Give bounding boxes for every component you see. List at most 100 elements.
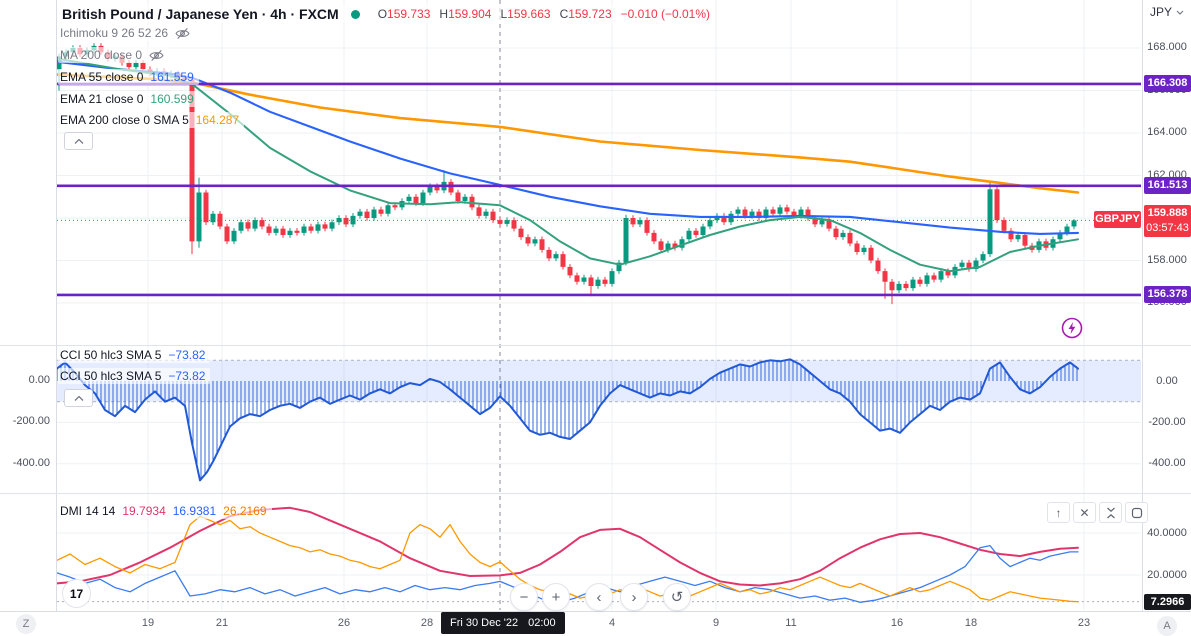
indicator-row-ema55[interactable]: EMA 55 close 0 161.559 [58, 69, 199, 85]
ohlc-low-label: L [500, 7, 508, 21]
scroll-left-button[interactable]: ‹ [585, 583, 613, 611]
time-tick: 19 [141, 617, 155, 629]
indicator-row-ma200[interactable]: MA 200 close 0 [58, 47, 170, 63]
indicator-name: MA 200 close 0 [60, 48, 143, 62]
crosshair-date: Fri 30 Dec '22 [450, 617, 519, 629]
ohlc-close-value: 159.723 [568, 7, 612, 21]
time-tick: 28 [420, 617, 434, 629]
indicator-value: −73.82 [168, 348, 206, 362]
indicator-value: 26.2169 [223, 504, 267, 518]
pane-move-up-button[interactable]: ↑ [1047, 502, 1070, 523]
quick-trade-button[interactable] [1060, 316, 1084, 340]
chevron-down-icon [1176, 10, 1184, 15]
price-tick: 164.000 [1147, 126, 1187, 138]
lightning-icon [1061, 317, 1083, 339]
collapse-icon [1106, 507, 1115, 518]
last-price: 159.888 [1147, 207, 1188, 219]
time-tick: 11 [785, 617, 797, 629]
indicator-name: DMI 14 14 [60, 504, 116, 518]
indicator-row-ema21[interactable]: EMA 21 close 0 160.599 [58, 91, 199, 107]
zoom-out-button[interactable]: − [510, 583, 538, 611]
dmi-indicator-row[interactable]: DMI 14 14 19.7934 16.9381 26.2169 [58, 503, 272, 519]
pane-toolbar: ↑ ✕ [1047, 502, 1148, 523]
symbol-title: British Pound / Japanese Yen · 4h · FXCM [62, 6, 339, 22]
time-tick: 26 [337, 617, 351, 629]
price-tick: 158.000 [1147, 254, 1187, 266]
ohlc-open-value: 159.733 [387, 7, 431, 21]
cci-left-tick: -200.00 [12, 415, 50, 427]
change-value: −0.010 (−0.01%) [620, 7, 711, 21]
reset-icon: ↺ [670, 589, 684, 606]
cci-collapse-button[interactable] [64, 389, 93, 407]
crosshair-time: 02:00 [528, 617, 556, 629]
eye-off-icon[interactable] [175, 27, 190, 40]
currency-label: JPY [1149, 5, 1172, 19]
tradingview-logo[interactable]: 17 [62, 579, 91, 608]
dmi-tick: 20.0000 [1147, 569, 1187, 581]
auto-scale-button[interactable]: A [1157, 616, 1177, 636]
eye-off-icon[interactable] [149, 49, 164, 62]
cci-indicator-row[interactable]: CCI 50 hlc3 SMA 5 −73.82 [58, 368, 211, 384]
right-price-scale[interactable]: JPY 168.000 166.000 164.000 162.000 158.… [1142, 0, 1191, 611]
indicator-name: CCI 50 hlc3 SMA 5 [60, 369, 162, 383]
indicator-name: CCI 50 hlc3 SMA 5 [60, 348, 162, 362]
pane-collapse-button[interactable] [1099, 502, 1122, 523]
currency-dropdown[interactable]: JPY [1143, 5, 1191, 19]
price-tick: 168.000 [1147, 41, 1187, 53]
time-tick: 21 [215, 617, 229, 629]
cci-left-tick: -400.00 [12, 457, 50, 469]
time-scale[interactable]: 19 21 26 28 4 9 11 16 18 23 Fri 30 Dec '… [0, 611, 1191, 636]
arrow-up-icon: ↑ [1055, 505, 1062, 520]
indicator-name: EMA 21 close 0 [60, 92, 144, 106]
indicator-value: 164.287 [195, 113, 240, 127]
indicator-value: 19.7934 [122, 504, 166, 518]
ohlc-open-label: O [377, 7, 388, 21]
scroll-right-button[interactable]: › [620, 583, 648, 611]
ohlc-high-value: 159.904 [448, 7, 492, 21]
ohlc-high-label: H [439, 7, 449, 21]
indicator-value: 161.559 [150, 70, 194, 84]
left-price-scale[interactable]: 0.00 -200.00 -400.00 [0, 0, 57, 611]
cci-tick: -200.00 [1148, 416, 1186, 428]
timezone-button[interactable]: Z [16, 614, 36, 634]
chevron-right-icon: › [631, 588, 637, 606]
pane-close-button[interactable]: ✕ [1073, 502, 1096, 523]
tradingview-logo-glyph: 17 [69, 586, 84, 601]
cci-left-tick: 0.00 [28, 374, 50, 386]
chevron-up-icon [74, 138, 83, 144]
chevron-up-icon [74, 395, 83, 401]
last-price-badge: 159.888 03:57:43 [1144, 205, 1191, 237]
maximize-icon [1131, 507, 1142, 518]
indicator-row-ema200[interactable]: EMA 200 close 0 SMA 5 164.287 [58, 112, 245, 128]
cci-tick: 0.00 [1156, 375, 1178, 387]
dmi-last-value-badge: 7.2966 [1144, 594, 1191, 610]
time-tick: 9 [712, 617, 720, 629]
time-tick: 18 [964, 617, 978, 629]
time-tick: 4 [608, 617, 616, 629]
pane-separator[interactable] [0, 493, 1191, 494]
close-icon: ✕ [1079, 505, 1090, 520]
indicator-value: −73.82 [168, 369, 206, 383]
level-badge: 166.308 [1144, 75, 1191, 92]
pane-separator[interactable] [0, 345, 1191, 346]
reset-chart-button[interactable]: ↺ [663, 583, 691, 611]
level-badge: 156.378 [1144, 286, 1191, 303]
price-line-symbol-label: GBPJPY [1094, 211, 1141, 228]
zoom-in-button[interactable]: + [542, 583, 570, 611]
pane-maximize-button[interactable] [1125, 502, 1148, 523]
indicator-name: EMA 55 close 0 [60, 70, 144, 84]
dmi-tick: 40.0000 [1147, 527, 1187, 539]
legend-collapse-button[interactable] [64, 132, 93, 150]
cci-indicator-row[interactable]: CCI 50 hlc3 SMA 5 −73.82 [58, 347, 211, 363]
indicator-value: 16.9381 [172, 504, 217, 518]
indicator-value: 160.599 [150, 92, 194, 106]
indicator-row-ichimoku[interactable]: Ichimoku 9 26 52 26 [58, 25, 196, 41]
time-tick: 16 [890, 617, 904, 629]
bar-countdown: 03:57:43 [1146, 222, 1189, 234]
indicator-name: EMA 200 close 0 SMA 5 [60, 113, 189, 127]
symbol-info-row[interactable]: British Pound / Japanese Yen · 4h · FXCM… [58, 5, 716, 23]
crosshair-time-badge: Fri 30 Dec '22 02:00 [441, 612, 565, 634]
time-tick: 23 [1077, 617, 1091, 629]
